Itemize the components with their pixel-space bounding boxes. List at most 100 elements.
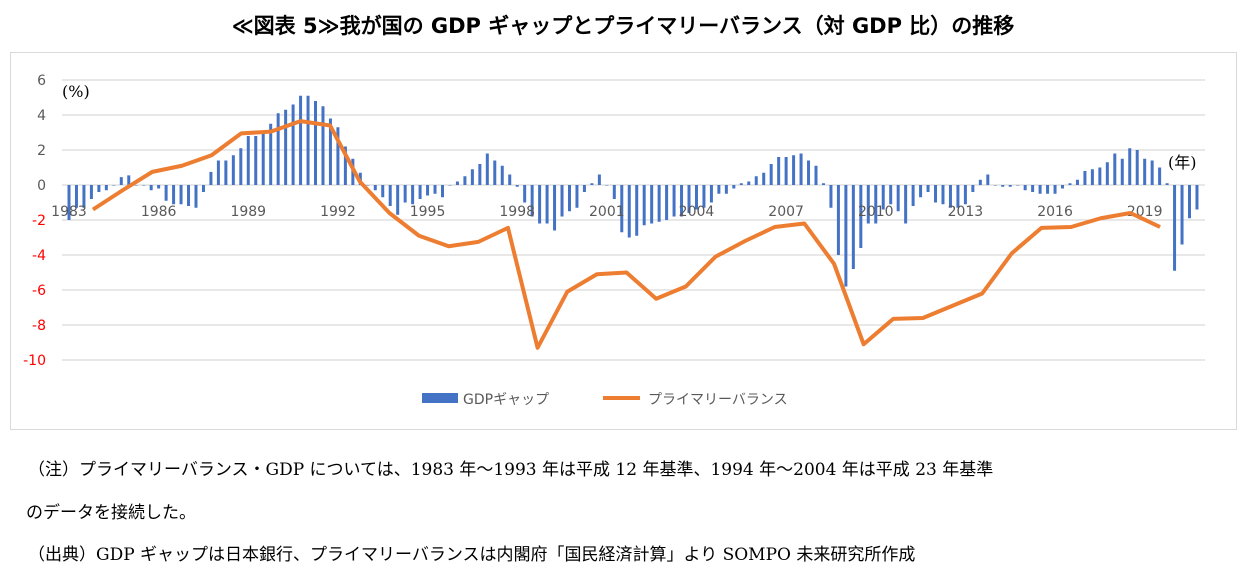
note-line-2: のデータを接続した。 <box>26 503 196 523</box>
gdp-gap-bar <box>635 185 639 236</box>
gdp-gap-bar <box>836 185 840 255</box>
gdp-gap-bar <box>769 164 773 185</box>
gdp-gap-bar <box>418 185 422 199</box>
x-tick-label: 2013 <box>948 204 984 220</box>
gdp-gap-bar <box>291 104 295 185</box>
gdp-gap-bar <box>926 185 930 192</box>
gdp-gap-bar <box>963 185 967 205</box>
gdp-gap-bar <box>127 175 131 185</box>
gdp-gap-bar <box>612 185 616 199</box>
gdp-gap-bar <box>97 185 101 192</box>
gdp-gap-bar <box>680 185 684 217</box>
gdp-gap-bar <box>74 185 78 208</box>
gdp-gap-bar <box>762 172 766 185</box>
gdp-gap-bar <box>904 185 908 224</box>
gdp-gap-bar <box>784 157 788 185</box>
gdp-gap-bar <box>201 185 205 192</box>
gdp-gap-bar <box>254 136 258 185</box>
gdp-gap-bar <box>149 185 153 191</box>
gdp-gap-bar <box>874 185 878 224</box>
legend-label-gdp-gap: GDPギャップ <box>463 392 549 408</box>
gdp-gap-bar <box>134 185 138 186</box>
gdp-gap-bar <box>1135 150 1139 185</box>
gdp-gap-bar <box>657 185 661 222</box>
gdp-gap-bar <box>172 185 176 205</box>
x-tick-label: 1989 <box>230 204 266 220</box>
gdp-gap-bar <box>89 185 93 199</box>
note-line-1: （注）プライマリーバランス・GDP については、1983 年～1993 年は平成… <box>28 460 994 480</box>
gdp-gap-bar <box>724 185 728 194</box>
gdp-gap-bar <box>530 185 534 217</box>
chart-title: ≪図表 5≫我が国の GDP ギャップとプライマリーバランス（対 GDP 比）の… <box>231 14 1015 38</box>
gdp-gap-bar <box>560 185 564 217</box>
gdp-gap-bar <box>388 185 392 206</box>
gdp-gap-bar <box>67 185 71 220</box>
gdp-gap-bar <box>732 185 736 189</box>
gdp-gap-bar <box>694 185 698 210</box>
gdp-gap-bar <box>500 165 504 185</box>
gdp-gap-bar <box>343 146 347 185</box>
gdp-gap-bar <box>889 185 893 205</box>
chart-svg: 6 4 2 0 -2 -4 -6 -8 -10 1983 1986 1989 1992 1995 1998… <box>23 73 1205 408</box>
gdp-gap-bar <box>269 123 273 185</box>
gdp-gap-bar <box>650 185 654 224</box>
gdp-gap-bar <box>1158 167 1162 185</box>
gdp-gap-bar <box>328 118 332 185</box>
gdp-gap-bar <box>665 185 669 220</box>
gdp-gap-bar <box>717 185 721 194</box>
gdp-gap-bar <box>844 185 848 287</box>
gdp-gap-bar <box>1188 185 1191 219</box>
gdp-gap-bar <box>411 185 415 205</box>
primary-balance-series <box>91 119 1161 350</box>
x-tick-label: 1992 <box>320 204 356 220</box>
gdp-gap-bar <box>455 181 459 185</box>
gdp-gap-bar <box>1180 185 1184 245</box>
gdp-gap-bar <box>627 185 631 238</box>
gdp-gap-bar <box>1053 185 1057 194</box>
gdp-gap-bar <box>485 153 489 185</box>
gdp-gap-bar <box>919 185 923 198</box>
x-tick-label: 2001 <box>589 204 625 220</box>
y-tick-label: -8 <box>32 318 46 334</box>
gdp-gap-bar <box>276 113 280 185</box>
gdp-gap-bar <box>1128 148 1132 185</box>
gdp-gap-bar <box>792 155 796 185</box>
gdp-gap-bar <box>978 179 982 185</box>
gdp-gap-bar <box>1016 185 1020 186</box>
gdp-gap-bar <box>1165 183 1169 185</box>
y-tick-label: 2 <box>37 143 46 159</box>
gdp-gap-bar <box>1008 185 1012 187</box>
gdp-gap-bar <box>934 185 938 203</box>
gdp-gap-bar <box>314 101 318 185</box>
gdp-gap-bar <box>82 185 86 208</box>
gdp-gap-bar <box>971 185 975 192</box>
gdp-gap-bar <box>515 185 519 187</box>
gdp-gap-bar <box>851 185 855 269</box>
gdp-gap-bar <box>523 185 527 203</box>
gdp-gap-bar <box>433 185 437 194</box>
gdp-gap-bar <box>493 160 497 185</box>
gdp-gap-bar <box>216 160 220 185</box>
gdp-gap-bar <box>306 95 310 185</box>
gdp-gap-bar <box>231 155 235 185</box>
gdp-gap-bar <box>239 148 243 185</box>
gdp-gap-bar <box>157 185 161 189</box>
gdp-gap-bar <box>956 185 960 208</box>
x-tick-label: 1998 <box>499 204 535 220</box>
chart-area <box>10 52 1237 430</box>
gdp-gap-bar <box>575 185 579 208</box>
gdp-gap-bar <box>381 185 385 198</box>
gdp-gap-bar <box>777 157 781 185</box>
gdp-gap-bar <box>403 185 407 203</box>
y-tick-label: 6 <box>37 73 46 89</box>
source-line: （出典）GDP ギャップは日本銀行、プライマリーバランスは内閣府「国民経済計算」… <box>28 545 916 565</box>
gdp-gap-bar <box>821 183 825 185</box>
gdp-gap-bars <box>67 95 1199 287</box>
gdp-gap-bar <box>1001 185 1005 187</box>
gdp-gap-bar <box>284 109 288 185</box>
x-tick-label: 2007 <box>768 204 804 220</box>
gdp-gap-bar <box>336 127 340 185</box>
x-tick-label: 1983 <box>51 204 87 220</box>
y-tick-label: -10 <box>23 353 46 369</box>
gdp-gap-bar <box>1083 171 1087 185</box>
